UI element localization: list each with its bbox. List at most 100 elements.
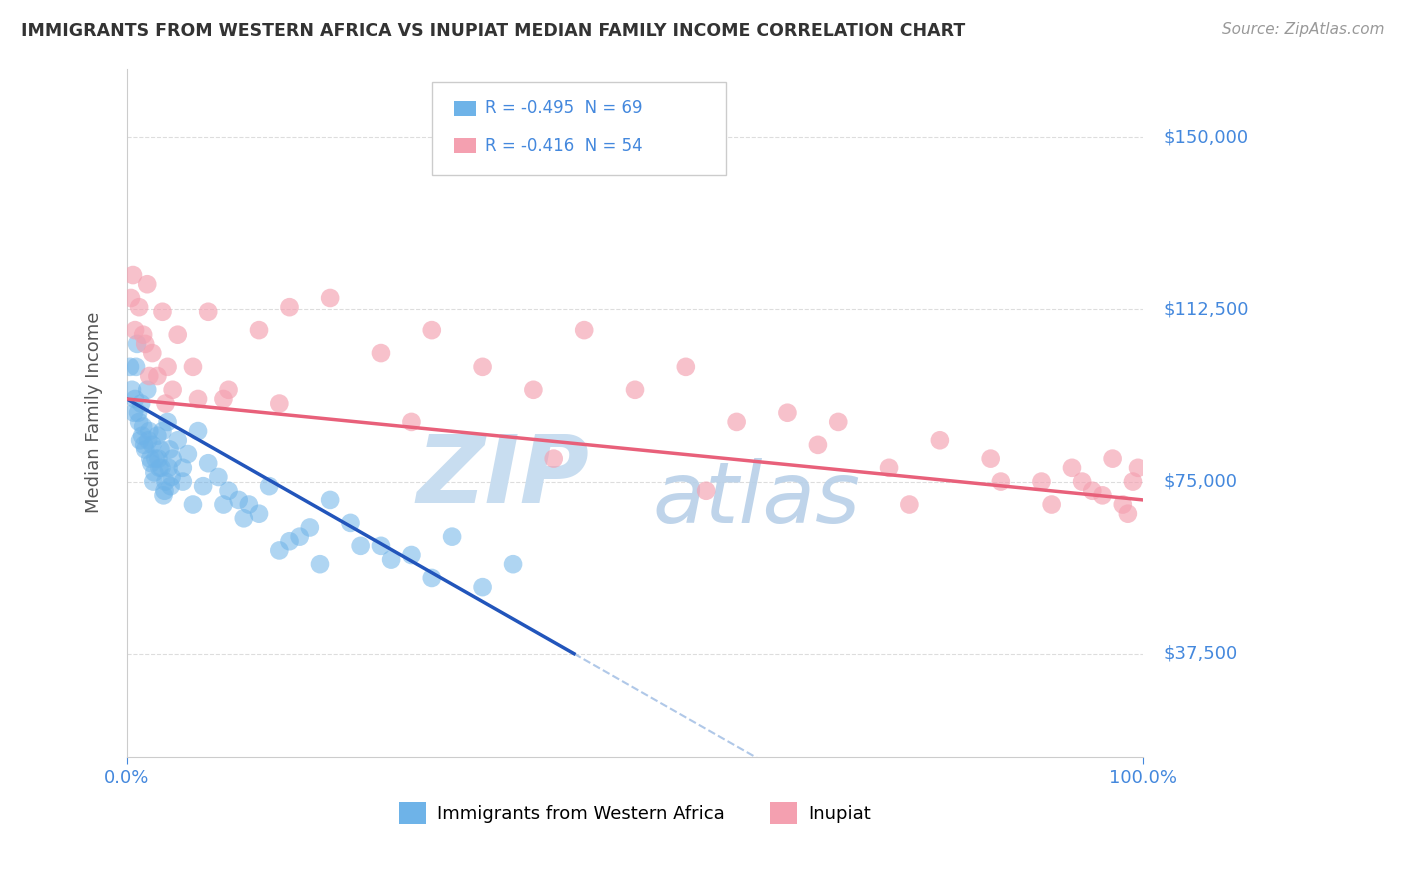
Point bbox=[218, 483, 240, 498]
Point bbox=[928, 434, 950, 448]
Point bbox=[148, 451, 170, 466]
Point bbox=[159, 442, 181, 457]
Point bbox=[150, 460, 173, 475]
Point bbox=[898, 498, 921, 512]
Point bbox=[471, 359, 494, 374]
Point bbox=[319, 291, 342, 305]
Point bbox=[370, 539, 392, 553]
Point bbox=[187, 392, 209, 406]
Point bbox=[142, 475, 165, 489]
FancyBboxPatch shape bbox=[454, 138, 477, 153]
Point bbox=[121, 383, 143, 397]
Point bbox=[1060, 460, 1083, 475]
Point bbox=[132, 419, 155, 434]
Point bbox=[177, 447, 200, 461]
Point bbox=[370, 346, 392, 360]
Point bbox=[118, 359, 141, 374]
Text: Source: ZipAtlas.com: Source: ZipAtlas.com bbox=[1222, 22, 1385, 37]
Point bbox=[129, 434, 152, 448]
Point bbox=[420, 323, 443, 337]
Point bbox=[136, 277, 159, 292]
Point bbox=[1081, 483, 1104, 498]
Point bbox=[138, 369, 160, 384]
Text: $112,500: $112,500 bbox=[1163, 301, 1249, 318]
Point bbox=[827, 415, 849, 429]
Point bbox=[129, 396, 152, 410]
Point bbox=[128, 300, 150, 314]
Point bbox=[1122, 475, 1144, 489]
Point bbox=[122, 268, 145, 282]
Point bbox=[156, 359, 179, 374]
Point bbox=[145, 451, 167, 466]
Point bbox=[162, 383, 184, 397]
Point bbox=[990, 475, 1012, 489]
Text: $37,500: $37,500 bbox=[1163, 645, 1237, 663]
Point bbox=[1071, 475, 1094, 489]
Point bbox=[191, 479, 214, 493]
Point bbox=[157, 460, 180, 475]
FancyBboxPatch shape bbox=[432, 82, 727, 175]
Text: ZIP: ZIP bbox=[416, 431, 589, 523]
Y-axis label: Median Family Income: Median Family Income bbox=[86, 312, 103, 514]
Text: IMMIGRANTS FROM WESTERN AFRICA VS INUPIAT MEDIAN FAMILY INCOME CORRELATION CHART: IMMIGRANTS FROM WESTERN AFRICA VS INUPIA… bbox=[21, 22, 966, 40]
Point bbox=[155, 396, 177, 410]
Point bbox=[380, 552, 402, 566]
Point bbox=[156, 415, 179, 429]
Point bbox=[155, 475, 177, 489]
Point bbox=[134, 442, 156, 457]
Point bbox=[401, 415, 423, 429]
Point bbox=[141, 438, 163, 452]
Point bbox=[122, 406, 145, 420]
Point bbox=[120, 291, 142, 305]
Point bbox=[207, 470, 229, 484]
Point bbox=[146, 369, 169, 384]
Point bbox=[247, 323, 270, 337]
Point bbox=[181, 498, 204, 512]
Point bbox=[166, 327, 188, 342]
Point bbox=[124, 392, 146, 406]
Point bbox=[269, 396, 291, 410]
Point bbox=[309, 558, 332, 572]
Text: R = -0.416  N = 54: R = -0.416 N = 54 bbox=[485, 136, 643, 154]
Point bbox=[257, 479, 280, 493]
Text: $75,000: $75,000 bbox=[1163, 473, 1237, 491]
Legend: Immigrants from Western Africa, Inupiat: Immigrants from Western Africa, Inupiat bbox=[399, 802, 870, 823]
Point bbox=[807, 438, 830, 452]
Point bbox=[132, 327, 155, 342]
Point bbox=[131, 428, 153, 442]
Point bbox=[776, 406, 799, 420]
Point bbox=[212, 498, 235, 512]
Point bbox=[127, 406, 149, 420]
Point bbox=[134, 438, 156, 452]
Point bbox=[471, 580, 494, 594]
Text: atlas: atlas bbox=[652, 458, 860, 541]
Point bbox=[152, 424, 174, 438]
Point bbox=[152, 488, 174, 502]
Point bbox=[136, 383, 159, 397]
Point bbox=[502, 558, 524, 572]
Point bbox=[298, 520, 321, 534]
Point bbox=[166, 434, 188, 448]
Point bbox=[980, 451, 1002, 466]
Point bbox=[143, 466, 166, 480]
Point bbox=[543, 451, 565, 466]
Point bbox=[725, 415, 748, 429]
Point bbox=[624, 383, 647, 397]
Point bbox=[159, 479, 181, 493]
Point bbox=[172, 475, 194, 489]
Point bbox=[238, 498, 260, 512]
Point bbox=[1112, 498, 1135, 512]
Point bbox=[125, 337, 148, 351]
Point bbox=[139, 451, 162, 466]
Point bbox=[141, 456, 163, 470]
Point bbox=[574, 323, 596, 337]
Point bbox=[278, 300, 301, 314]
Point bbox=[1040, 498, 1063, 512]
Point bbox=[136, 434, 159, 448]
Point bbox=[141, 346, 163, 360]
Point bbox=[172, 460, 194, 475]
Point bbox=[125, 359, 148, 374]
Point bbox=[349, 539, 371, 553]
Text: $150,000: $150,000 bbox=[1163, 128, 1249, 146]
Point bbox=[278, 534, 301, 549]
